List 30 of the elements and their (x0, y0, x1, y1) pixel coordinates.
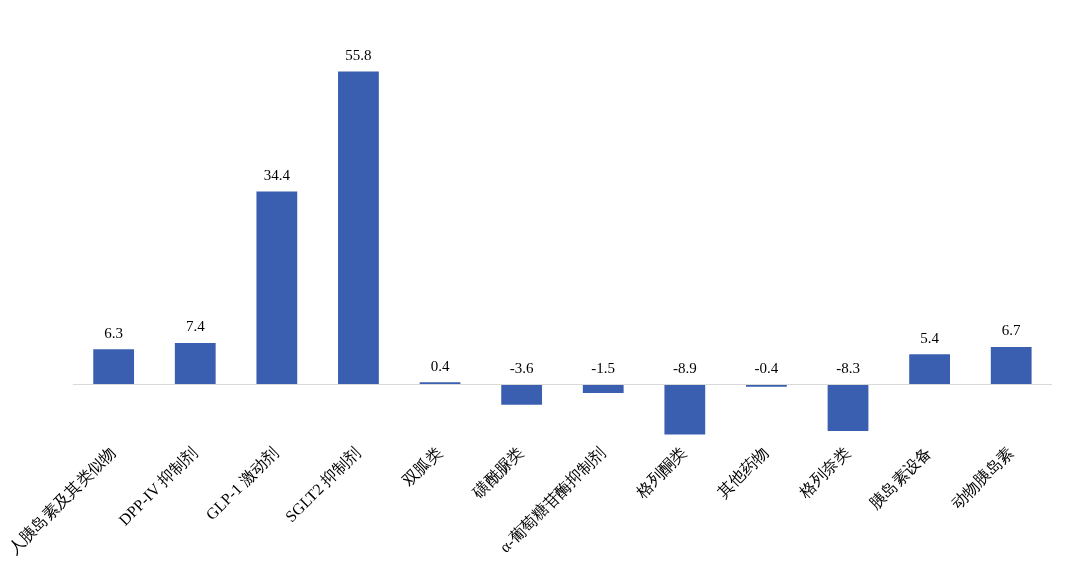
data-label: -3.6 (509, 359, 534, 376)
data-label: -8.9 (672, 359, 697, 376)
data-label: 5.4 (920, 329, 940, 346)
bar (256, 191, 298, 385)
data-label: 6.7 (1001, 322, 1022, 339)
bar (174, 343, 216, 385)
x-tick-label: 磺酰脲类 (468, 443, 527, 502)
data-label: 0.4 (430, 357, 450, 374)
x-tick-label: 动物胰岛素 (947, 443, 1017, 513)
x-tick-label: 其他药物 (714, 443, 772, 501)
data-label: -0.4 (754, 359, 779, 376)
data-label: -1.5 (591, 359, 616, 376)
data-label: 34.4 (263, 167, 291, 184)
data-label: 7.4 (185, 318, 206, 335)
data-label: -8.3 (836, 359, 860, 376)
bar (501, 384, 543, 405)
data-label: 6.3 (104, 324, 124, 341)
x-tick-label: 人胰岛素及其类似物 (4, 443, 119, 558)
bar (338, 71, 379, 385)
x-tick-label: 格列酮类 (631, 443, 690, 502)
bar (909, 354, 951, 385)
bar (582, 384, 624, 393)
data-label: 55.8 (345, 46, 372, 63)
bar (93, 349, 135, 385)
x-tick-label: 双胍类 (399, 443, 446, 490)
bar (664, 384, 706, 435)
bar (990, 346, 1032, 385)
x-tick-label: 胰岛素设备 (866, 443, 935, 513)
bar (827, 384, 869, 432)
x-tick-label: 格列奈类 (795, 443, 854, 502)
